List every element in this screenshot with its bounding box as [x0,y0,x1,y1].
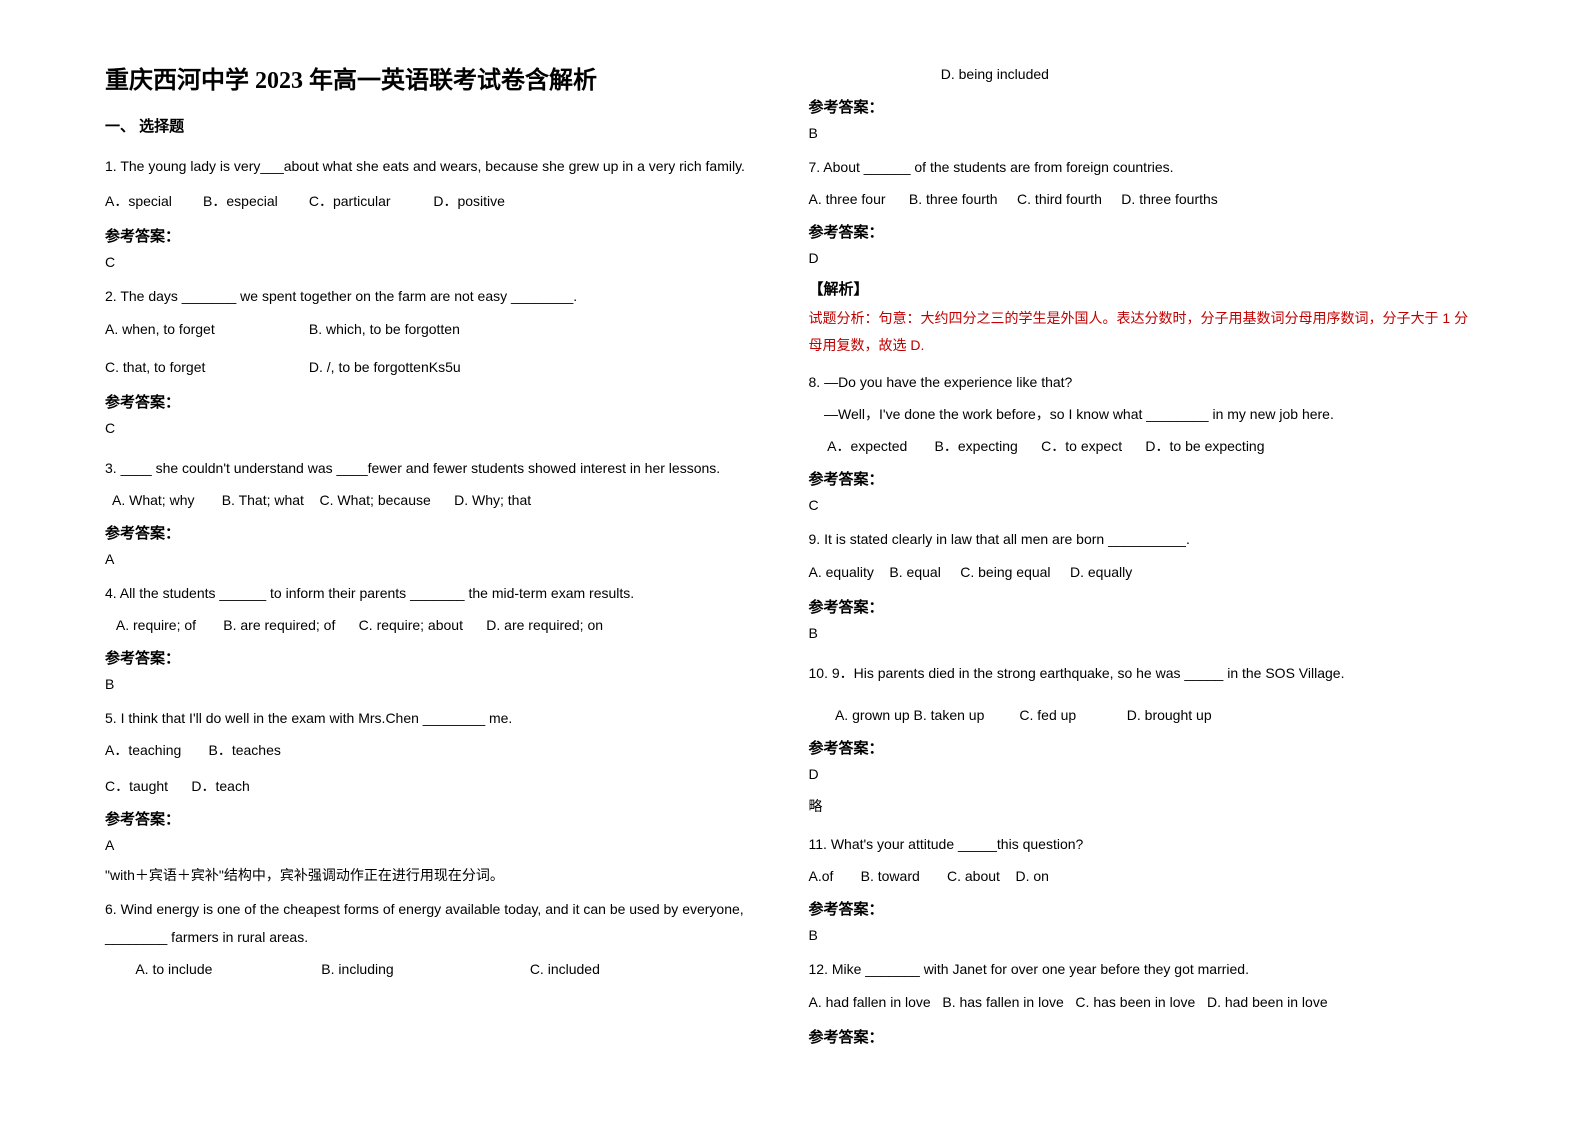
q2-text: 2. The days _______ we spent together on… [105,282,779,310]
q4-answer: B [105,676,779,692]
answer-label: 参考答案： [809,596,1483,617]
q1-text: 1. The young lady is very___about what s… [105,151,779,182]
q6-text: 6. Wind energy is one of the cheapest fo… [105,895,779,951]
q10-answer: D [809,766,1483,782]
q8-text2: —Well，I've done the work before，so I kno… [809,400,1483,428]
q8-options: A．expected B．expecting C．to expect D．to … [809,432,1483,460]
q3-text: 3. ____ she couldn't understand was ____… [105,454,779,482]
q7-answer: D [809,250,1483,266]
q7-explain: 试题分析：句意：大约四分之三的学生是外国人。表达分数时，分子用基数词分母用序数词… [809,305,1483,358]
q9-text: 9. It is stated clearly in law that all … [809,525,1483,553]
answer-label: 参考答案： [105,522,779,543]
q2-opts-row2: C. that, to forget D. /, to be forgotten… [105,352,779,383]
q9-options: A. equality B. equal C. being equal D. e… [809,557,1483,588]
q10-note: 略 [809,796,1483,816]
q12-options: A. had fallen in love B. has fallen in l… [809,987,1483,1018]
q2-opts-row1: A. when, to forget B. which, to be forgo… [105,314,779,345]
q10-options: A. grown up B. taken up C. fed up D. bro… [809,701,1483,729]
q11-options: A.of B. toward C. about D. on [809,862,1483,890]
right-column: D. being included 参考答案： B 7. About _____… [794,60,1498,1082]
answer-label: 参考答案： [105,808,779,829]
q5-answer: A [105,837,779,853]
q9-answer: B [809,625,1483,641]
q5-opts-row1: A．teaching B．teaches [105,736,779,764]
q2-optB: B. which, to be forgotten [309,321,460,337]
section-header: 一、 选择题 [105,115,779,136]
page-title: 重庆西河中学 2023 年高一英语联考试卷含解析 [105,60,779,95]
left-column: 重庆西河中学 2023 年高一英语联考试卷含解析 一、 选择题 1. The y… [90,60,794,1082]
answer-label: 参考答案： [809,898,1483,919]
q2-answer: C [105,420,779,436]
answer-label: 参考答案： [809,468,1483,489]
q11-text: 11. What's your attitude _____this quest… [809,830,1483,858]
q8-text: 8. —Do you have the experience like that… [809,368,1483,396]
q12-text: 12. Mike _______ with Janet for over one… [809,955,1483,983]
q11-answer: B [809,927,1483,943]
q3-answer: A [105,551,779,567]
q2-optC: C. that, to forget [105,352,305,383]
answer-label: 参考答案： [809,737,1483,758]
answer-label: 参考答案： [809,96,1483,117]
q5-note: "with＋宾语＋宾补"结构中，宾补强调动作正在进行用现在分词。 [105,865,779,885]
answer-label: 参考答案： [809,221,1483,242]
q2-optA: A. when, to forget [105,314,305,345]
answer-label: 参考答案： [105,225,779,246]
q8-answer: C [809,497,1483,513]
explain-label: 【解析】 [809,278,1483,299]
q7-options: A. three four B. three fourth C. third f… [809,185,1483,213]
q4-options: A. require; of B. are required; of C. re… [105,611,779,639]
answer-label: 参考答案： [809,1026,1483,1047]
q6-answer: B [809,125,1483,141]
q4-text: 4. All the students ______ to inform the… [105,579,779,607]
q1-options: A．special B．especial C．particular D．posi… [105,186,779,217]
q2-optD: D. /, to be forgottenKs5u [309,359,461,375]
q6-options: A. to include B. including C. included [105,955,779,983]
q6-optD: D. being included [809,60,1483,88]
q5-text: 5. I think that I'll do well in the exam… [105,704,779,732]
q7-text: 7. About ______ of the students are from… [809,153,1483,181]
q10-text: 10. 9．His parents died in the strong ear… [809,659,1483,687]
answer-label: 参考答案： [105,647,779,668]
q3-options: A. What; why B. That; what C. What; beca… [105,486,779,514]
answer-label: 参考答案： [105,391,779,412]
q5-opts-row2: C．taught D．teach [105,772,779,800]
q1-answer: C [105,254,779,270]
